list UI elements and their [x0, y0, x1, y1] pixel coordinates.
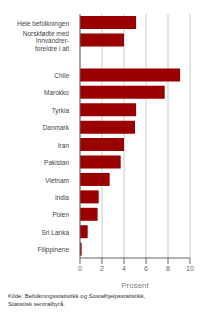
svg-text:2: 2: [100, 265, 104, 272]
svg-text:10: 10: [186, 265, 194, 272]
html-text:Kilde: Befolkningsstatistikk o: Kilde: Befolkningsstatistikk og Sosialhj…: [8, 293, 146, 307]
svg-text:Danmark: Danmark: [43, 124, 70, 131]
svg-text:Filippinene: Filippinene: [38, 246, 70, 254]
svg-text:Iran: Iran: [58, 141, 70, 148]
svg-text:Chile: Chile: [54, 72, 69, 79]
svg-text:Polen: Polen: [52, 211, 69, 218]
svg-text:Prosent: Prosent: [121, 281, 149, 290]
svg-text:Sri Lanka: Sri Lanka: [42, 228, 70, 235]
svg-text:Vietnam: Vietnam: [45, 176, 69, 183]
svg-text:Norskfødte medinnvandrer-forel: Norskfødte medinnvandrer-foreldre i alt: [23, 29, 70, 51]
svg-text:Tyrkia: Tyrkia: [52, 106, 70, 114]
svg-text:8: 8: [166, 265, 170, 272]
svg-text:6: 6: [144, 265, 148, 272]
svg-text:Marokko: Marokko: [44, 89, 69, 96]
svg-text:Pakistan: Pakistan: [44, 159, 69, 166]
svg-text:0: 0: [78, 265, 82, 272]
svg-text:Hele befolkningen: Hele befolkningen: [17, 19, 69, 27]
svg-text:India: India: [55, 194, 69, 201]
svg-text:4: 4: [122, 265, 126, 272]
